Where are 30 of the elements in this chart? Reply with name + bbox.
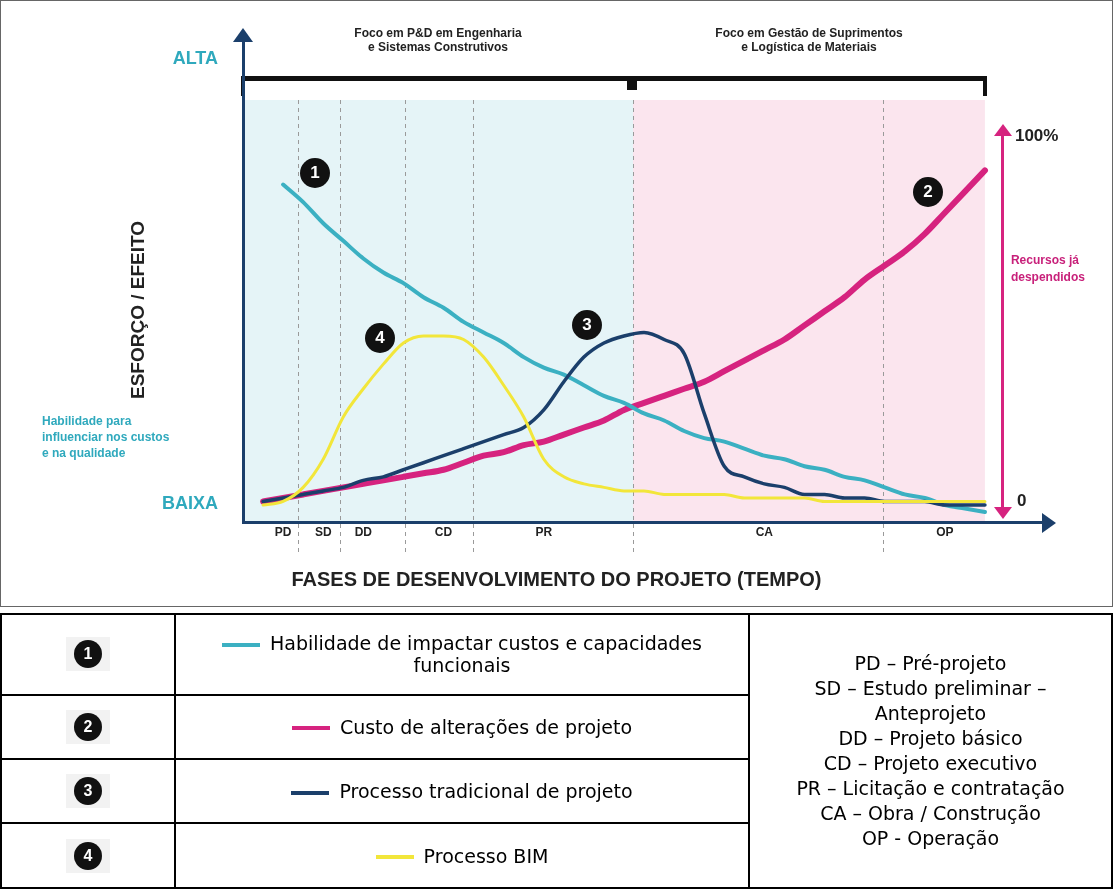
- y-axis-title: ESFORÇO / EFEITO: [127, 221, 148, 400]
- annotation: 4: [365, 323, 395, 353]
- text: Habilidade para influenciar nos custos e na qualidade: [42, 413, 171, 461]
- x-tick-label: SD: [314, 525, 332, 540]
- legend-label: Processo BIM: [423, 844, 549, 867]
- legend-label: Processo tradicional de projeto: [339, 780, 633, 803]
- x-tick-label: DD: [354, 525, 373, 540]
- x-tick-label: CD: [434, 525, 453, 540]
- text: PD – Pré-projeto SD – Estudo preliminar – Anteprojeto DD – Projeto básico CD – Projeto executivo PR – Licitação e contratação CA – Obra / Construção OP - Operação: [749, 614, 1112, 888]
- legend-label: Habilidade de impactar custos e capacidades funcionais: [270, 632, 702, 677]
- annotation: 3: [572, 310, 602, 340]
- text: 0: [1016, 490, 1027, 511]
- text: Foco em P&D em Engenharia e Sistemas Construtivos: [353, 26, 523, 54]
- legend-label: Custo de alterações de projeto: [339, 715, 633, 738]
- annotation: 2: [913, 177, 943, 207]
- text: BAIXA: [161, 492, 218, 514]
- text: 4: [83, 846, 93, 864]
- text: Foco em Gestão de Suprimentos e Logística de Materiais: [714, 26, 904, 54]
- text: ALTA: [171, 48, 218, 69]
- x-axis-title: FASES DE DESENVOLVIMENTO DO PROJETO (TEMPO): [290, 568, 823, 591]
- text: Recursos já despendidos: [1010, 252, 1085, 286]
- text: 1: [83, 645, 93, 663]
- text: 100%: [1014, 126, 1059, 146]
- text: 2: [83, 717, 93, 735]
- text: 3: [83, 782, 93, 800]
- x-tick-label: CA: [755, 525, 774, 540]
- x-tick-label: OP: [936, 525, 954, 540]
- x-tick-label: PD: [274, 525, 292, 540]
- x-tick-label: PR: [535, 525, 553, 540]
- annotation: 1: [300, 158, 330, 188]
